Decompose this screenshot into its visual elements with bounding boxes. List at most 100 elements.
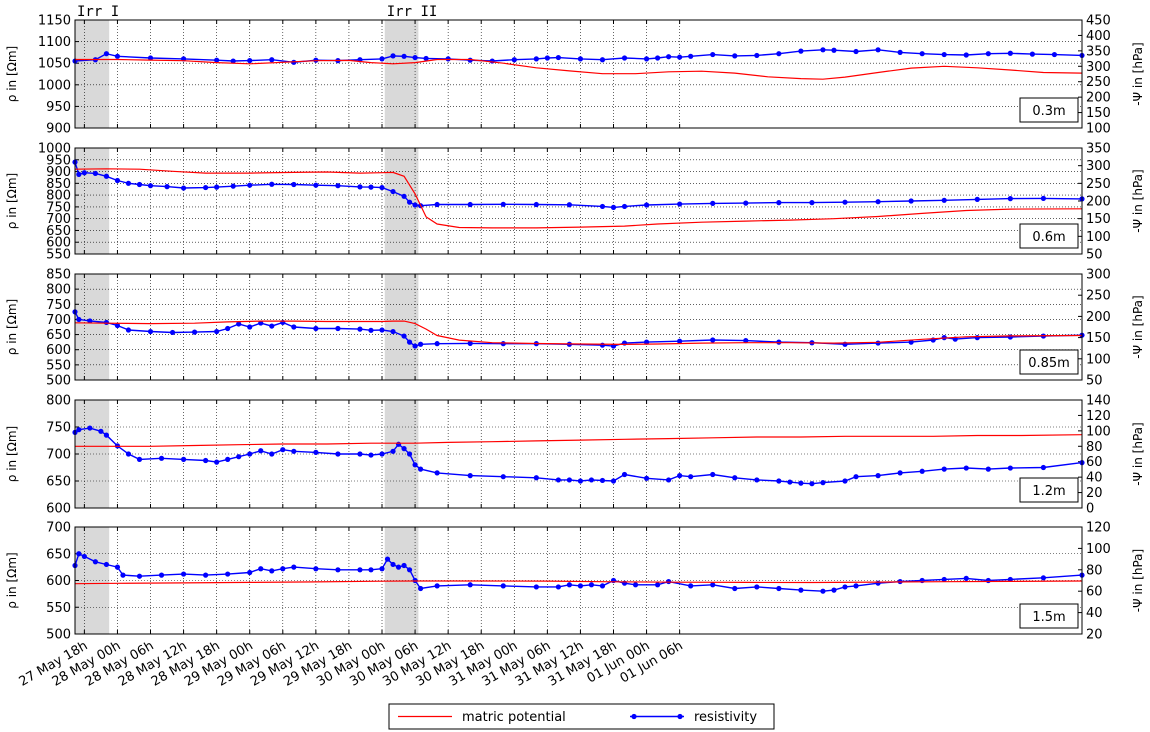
resistivity-point — [897, 470, 903, 476]
resistivity-point — [357, 567, 363, 573]
resistivity-point — [743, 200, 749, 206]
resistivity-point — [368, 184, 374, 190]
resistivity-point — [390, 448, 396, 454]
resistivity-point — [577, 478, 584, 484]
resistivity-point — [544, 55, 550, 61]
right-tick-label: 80 — [1086, 440, 1103, 455]
irrigation-band — [75, 527, 110, 634]
irrigation-band — [384, 20, 419, 128]
irrigation-band — [384, 274, 419, 380]
irrigation-band — [384, 400, 419, 508]
left-tick-label: 600 — [46, 574, 71, 589]
resistivity-point — [401, 193, 407, 199]
resistivity-point — [643, 475, 650, 481]
left-tick-label: 950 — [46, 153, 71, 168]
resistivity-point — [599, 477, 606, 484]
right-tick-label: 350 — [1086, 142, 1111, 157]
resistivity-point — [379, 56, 385, 62]
series-line-matric-potential — [75, 58, 1083, 80]
resistivity-point — [114, 53, 121, 59]
resistivity-point — [743, 338, 749, 344]
left-tick-label: 550 — [46, 601, 71, 616]
right-tick-label: 100 — [1086, 122, 1111, 137]
resistivity-point — [776, 200, 782, 206]
resistivity-point — [643, 339, 650, 345]
resistivity-point — [76, 316, 82, 323]
left-tick-label: 750 — [46, 298, 71, 313]
resistivity-point — [401, 333, 407, 339]
resistivity-point — [280, 447, 286, 453]
resistivity-point — [798, 48, 804, 54]
resistivity-point — [379, 184, 385, 191]
depth-label: 0.3m — [1032, 104, 1065, 119]
resistivity-point — [225, 571, 231, 577]
panel-frame — [74, 399, 1083, 509]
resistivity-point — [103, 51, 110, 57]
resistivity-point — [291, 564, 297, 570]
resistivity-point — [599, 203, 606, 210]
resistivity-point — [710, 582, 716, 588]
resistivity-point — [357, 184, 363, 190]
left-tick-label: 900 — [46, 122, 71, 137]
resistivity-point — [985, 577, 991, 584]
resistivity-point — [291, 448, 297, 454]
resistivity-point — [941, 576, 947, 583]
left-axis-label: ρ in [Ωm] — [5, 426, 19, 482]
resistivity-point — [269, 451, 275, 457]
resistivity-point — [136, 573, 143, 579]
resistivity-point — [445, 56, 451, 62]
resistivity-point — [467, 201, 473, 208]
resistivity-point — [280, 566, 286, 572]
panel-0_3m: 900 950 1000 1050 1100 1150 100150200250300350… — [5, 14, 1145, 137]
legend-label-resistivity: resistivity — [694, 710, 757, 725]
resistivity-point — [853, 583, 859, 589]
resistivity-point — [147, 328, 154, 335]
resistivity-point — [103, 319, 110, 326]
irrigation-band — [75, 274, 110, 380]
resistivity-point — [787, 479, 793, 485]
series-line-resistivity — [74, 49, 1083, 64]
left-tick-label: 1000 — [38, 142, 71, 157]
resistivity-point — [941, 466, 947, 472]
depth-label-box — [1019, 349, 1079, 375]
resistivity-point — [180, 185, 187, 191]
left-tick-label: 600 — [46, 236, 71, 251]
resistivity-point — [1040, 195, 1047, 202]
left-tick-label: 900 — [46, 165, 71, 180]
legend-marker-resistivity — [677, 713, 683, 720]
resistivity-point — [390, 188, 396, 195]
left-tick-label: 1100 — [38, 35, 71, 50]
resistivity-point — [357, 451, 363, 457]
right-tick-label: 250 — [1086, 177, 1111, 192]
resistivity-point — [236, 321, 242, 327]
right-axis-label: -Ψ in [hPa] — [1131, 295, 1145, 358]
resistivity-point — [147, 55, 154, 61]
resistivity-point — [379, 566, 385, 572]
resistivity-point — [500, 474, 506, 480]
right-tick-label: 80 — [1086, 563, 1103, 578]
resistivity-point — [599, 583, 606, 589]
resistivity-point — [125, 451, 132, 457]
resistivity-point — [533, 56, 539, 62]
resistivity-point — [103, 173, 110, 179]
left-tick-label: 600 — [46, 343, 71, 358]
right-tick-label: 40 — [1086, 606, 1103, 621]
left-tick-label: 650 — [46, 547, 71, 562]
resistivity-point — [798, 480, 804, 486]
resistivity-point — [710, 471, 716, 478]
resistivity-point — [368, 327, 374, 333]
resistivity-point — [401, 53, 407, 59]
resistivity-point — [203, 184, 209, 191]
resistivity-point — [313, 182, 319, 188]
series-line-matric-potential — [74, 320, 1083, 346]
resistivity-point — [566, 582, 573, 588]
resistivity-point — [820, 588, 826, 594]
resistivity-point — [798, 587, 804, 593]
resistivity-point — [158, 572, 165, 578]
right-tick-label: 450 — [1086, 14, 1111, 29]
resistivity-point — [754, 584, 760, 590]
resistivity-point — [76, 171, 82, 177]
resistivity-point — [853, 474, 859, 480]
resistivity-point — [423, 55, 429, 62]
